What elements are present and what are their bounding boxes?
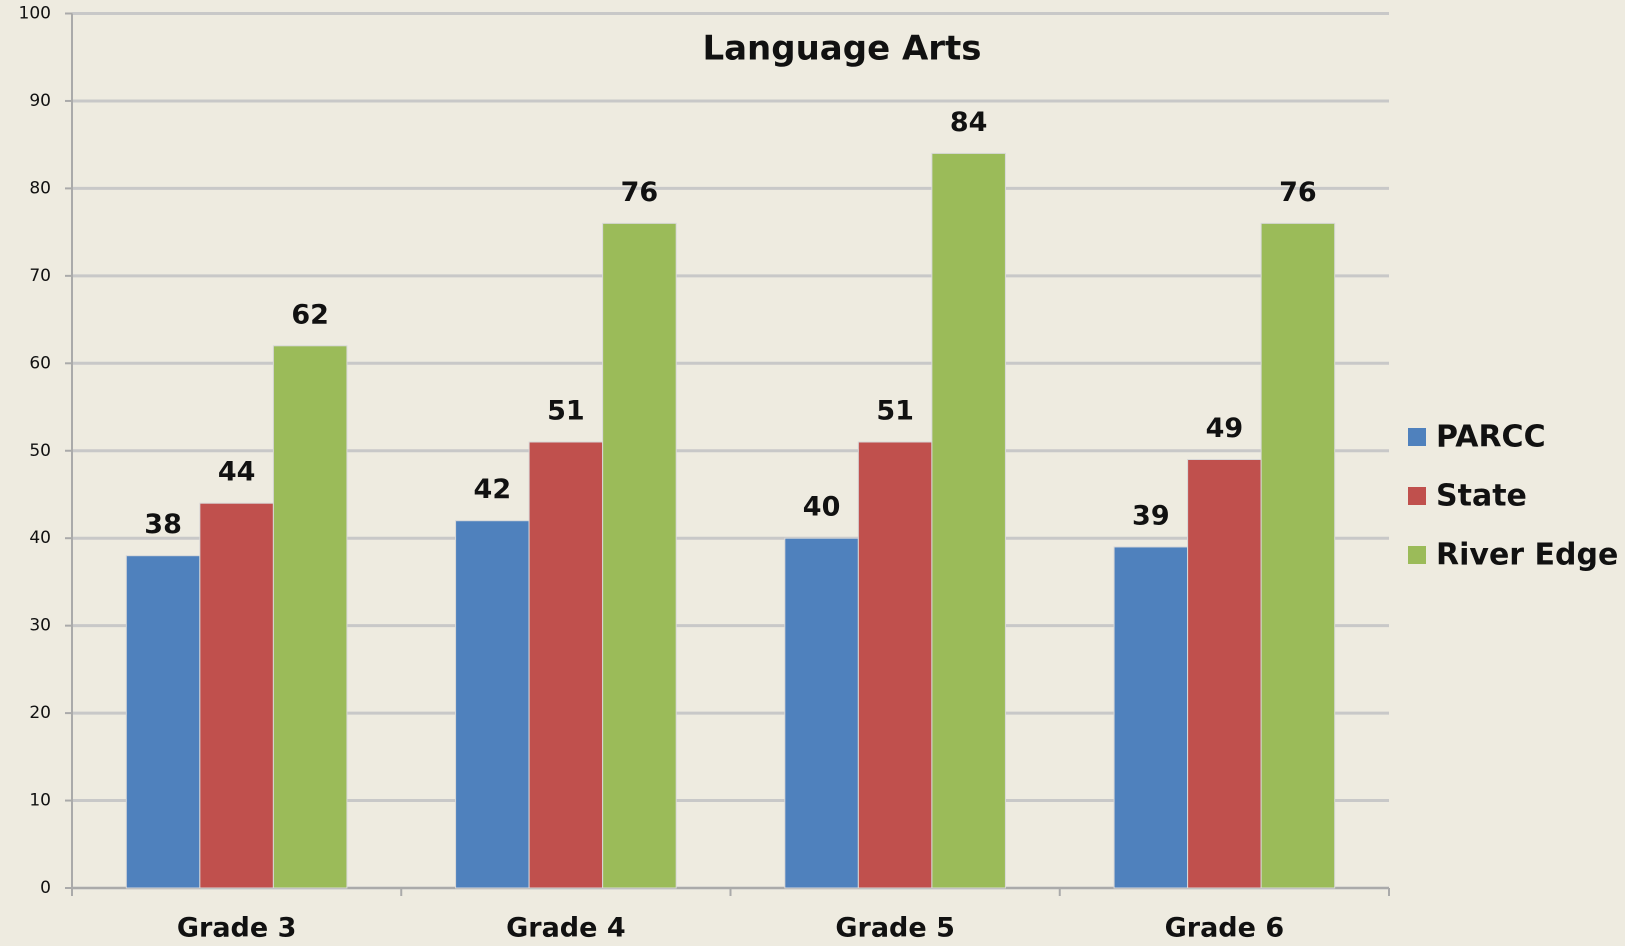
x-tick-label: Grade 5 bbox=[835, 913, 955, 944]
bar bbox=[857, 441, 933, 889]
y-tick-label: 70 bbox=[29, 266, 51, 286]
data-label: 76 bbox=[1279, 177, 1317, 208]
x-tick-label: Grade 6 bbox=[1165, 913, 1285, 944]
y-tick-label: 80 bbox=[29, 178, 51, 198]
y-tick-label: 30 bbox=[29, 616, 51, 636]
data-label: 62 bbox=[291, 299, 329, 330]
data-label: 76 bbox=[621, 177, 659, 208]
y-tick-label: 10 bbox=[29, 791, 51, 811]
y-tick-label: 40 bbox=[29, 528, 51, 548]
bar bbox=[784, 537, 859, 889]
legend-label: River Edge bbox=[1436, 538, 1618, 573]
data-label: 51 bbox=[547, 396, 585, 427]
chart-title: Language Arts bbox=[702, 29, 981, 69]
data-label: 44 bbox=[218, 457, 256, 488]
bar bbox=[1113, 546, 1189, 889]
bar bbox=[602, 222, 677, 889]
bar bbox=[272, 345, 348, 889]
data-label: 42 bbox=[474, 474, 512, 505]
y-tick-label: 100 bbox=[19, 4, 51, 24]
bars bbox=[125, 152, 1336, 889]
y-tick-label: 20 bbox=[29, 703, 51, 723]
y-tick-label: 50 bbox=[29, 441, 51, 461]
x-tick-label: Grade 4 bbox=[506, 913, 626, 944]
bar bbox=[125, 555, 201, 889]
legend-swatch bbox=[1408, 428, 1426, 446]
bar bbox=[931, 152, 1006, 889]
legend-label: State bbox=[1436, 479, 1527, 514]
data-label: 38 bbox=[144, 509, 182, 540]
data-label: 51 bbox=[876, 396, 914, 427]
bar bbox=[528, 441, 604, 889]
bar bbox=[1260, 222, 1336, 889]
y-tick-label: 60 bbox=[29, 353, 51, 373]
data-label: 49 bbox=[1206, 413, 1244, 444]
x-tick-label: Grade 3 bbox=[177, 913, 297, 944]
y-tick-label: 90 bbox=[29, 91, 51, 111]
data-label: 40 bbox=[803, 492, 841, 523]
legend-label: PARCC bbox=[1436, 420, 1546, 455]
bar bbox=[199, 502, 274, 889]
data-label: 39 bbox=[1132, 500, 1170, 531]
bar bbox=[1187, 458, 1262, 889]
legend-swatch bbox=[1408, 487, 1426, 505]
bar bbox=[455, 520, 530, 889]
legend-swatch bbox=[1408, 546, 1426, 564]
y-tick-label: 0 bbox=[40, 878, 51, 898]
data-label: 84 bbox=[950, 107, 988, 138]
